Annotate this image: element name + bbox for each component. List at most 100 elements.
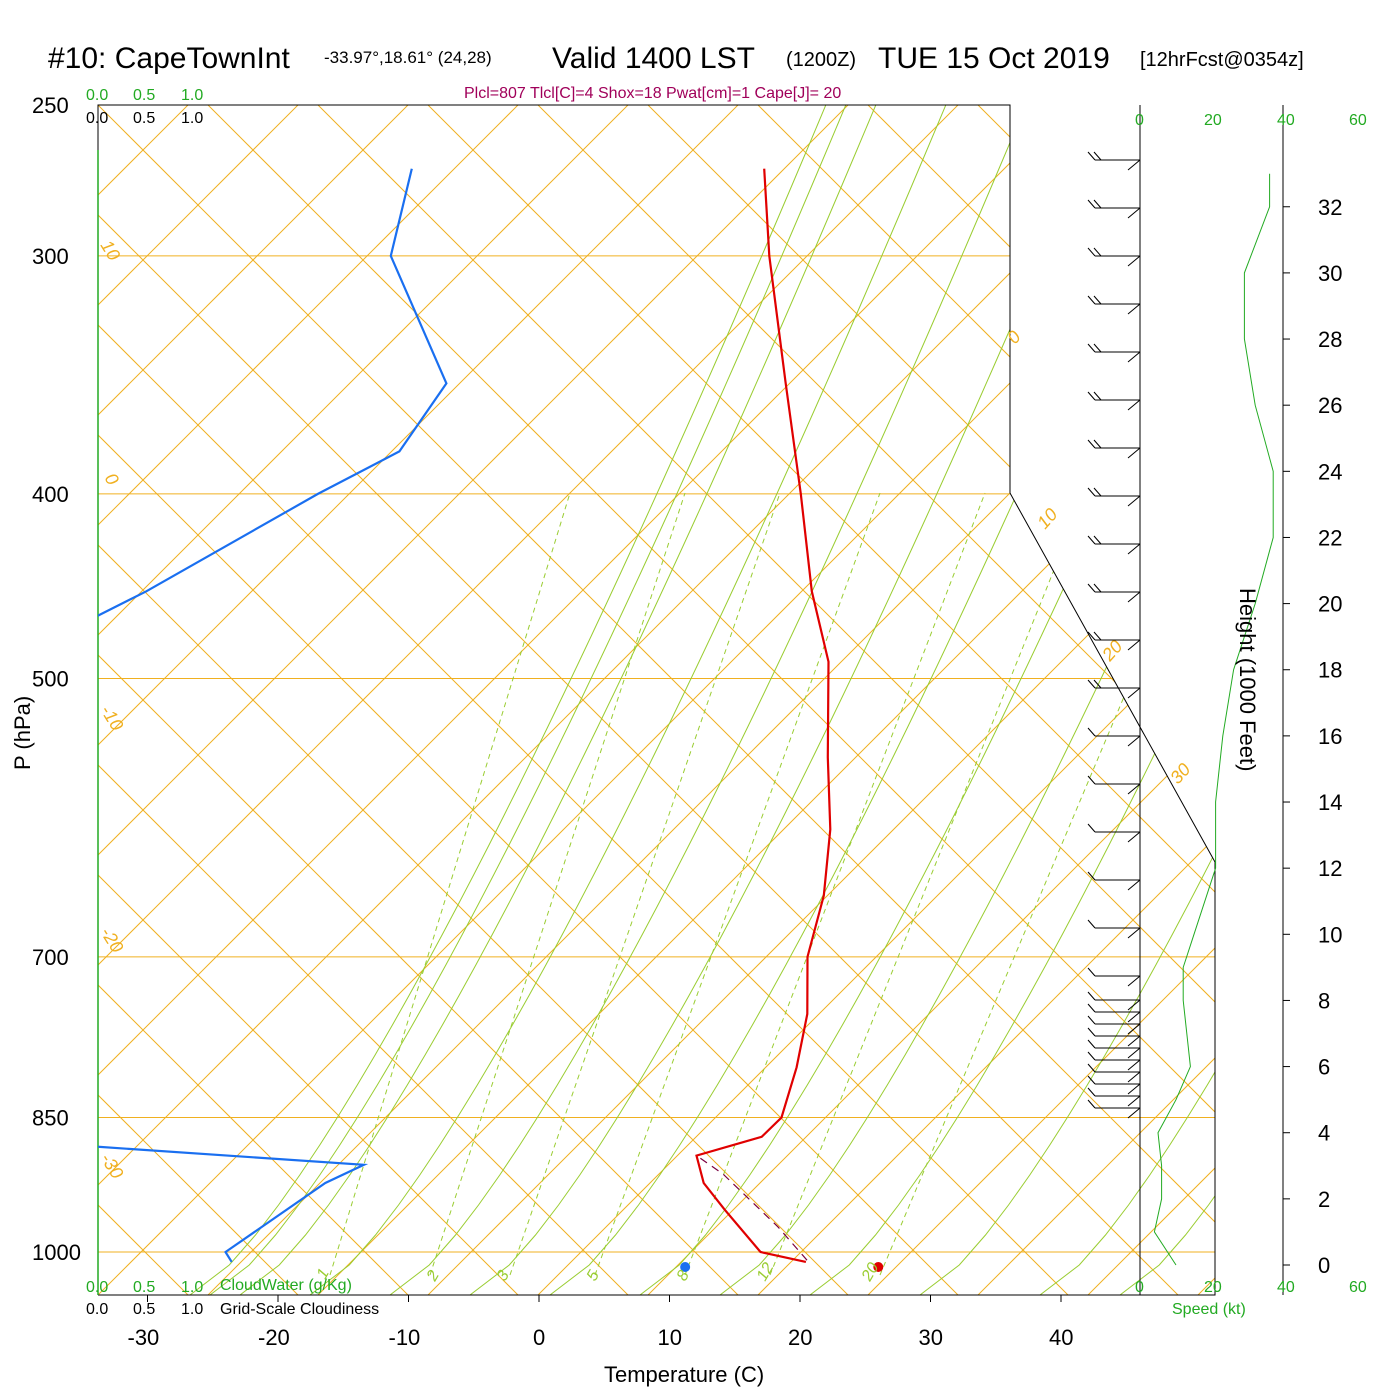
cw-scale-top-0: 0.0 xyxy=(86,87,108,104)
height-tick-label: 28 xyxy=(1318,327,1342,352)
temperature-tick-label: -20 xyxy=(258,1325,290,1350)
barb-staff xyxy=(1127,495,1141,507)
height-tick-label: 26 xyxy=(1318,393,1342,418)
height-tick-label: 20 xyxy=(1318,592,1342,617)
isotherm-line xyxy=(98,105,299,1295)
pressure-axis-label: P (hPa) xyxy=(10,696,35,770)
barb-staff xyxy=(1127,639,1141,651)
adiabat-line xyxy=(98,105,629,1295)
barb-staff xyxy=(1127,399,1141,411)
speed-tick-top-0: 0 xyxy=(1135,112,1144,129)
isotherm-label: -30 xyxy=(97,1150,128,1183)
barb-feather xyxy=(1087,1015,1096,1025)
mixing-ratio-label: 12 xyxy=(754,1260,778,1284)
temperature-tick-label: 30 xyxy=(919,1325,943,1350)
barb-staff xyxy=(1127,1035,1141,1047)
height-tick-label: 8 xyxy=(1318,988,1330,1013)
temperature-tick-label: 20 xyxy=(788,1325,812,1350)
plot-frame xyxy=(97,104,1216,1296)
station-title: #10: CapeTownInt xyxy=(48,42,290,75)
temperature-tick-label: -30 xyxy=(128,1325,160,1350)
wind-barb xyxy=(1087,1063,1141,1083)
station-coords: -33.97°,18.61° (24,28) xyxy=(324,48,492,67)
barb-feather xyxy=(1087,439,1096,449)
height-tick-label: 10 xyxy=(1318,922,1342,947)
cw-scale-bot-2: 1.0 xyxy=(181,1279,203,1296)
dewpoint-line xyxy=(98,168,448,1263)
cloud-scale-top-1: 0.5 xyxy=(133,110,155,127)
speed-label: Speed (kt) xyxy=(1172,1301,1246,1318)
cw-scale-bot-1: 0.5 xyxy=(133,1279,155,1296)
moist-adiabat xyxy=(919,105,1215,1295)
isotherm-line xyxy=(98,105,409,1295)
cloud-scale-top-2: 1.0 xyxy=(181,110,203,127)
speed-tick-top-2: 40 xyxy=(1277,112,1295,129)
wind-speed-profile xyxy=(1153,173,1274,1266)
cw-scale-bot-0: 0.0 xyxy=(86,1279,108,1296)
adiabat-line xyxy=(98,105,739,1295)
moist-adiabat xyxy=(209,105,851,1295)
height-tick-label: 32 xyxy=(1318,195,1342,220)
barb-feather xyxy=(1087,343,1096,353)
barb-feather xyxy=(1087,151,1096,161)
wind-barb xyxy=(1087,1099,1141,1119)
pressure-tick-label: 250 xyxy=(32,93,69,118)
isotherm-label: 0 xyxy=(1003,327,1025,348)
barb-feather xyxy=(1093,679,1102,689)
barb-feather xyxy=(1087,967,1096,977)
barb-feather xyxy=(1087,991,1096,1001)
mixing-ratio-line xyxy=(329,492,571,1276)
barb-feather xyxy=(1087,247,1096,257)
isotherm-line xyxy=(537,105,1215,1295)
forecast-label: [12hrFcst@0354z] xyxy=(1140,49,1304,71)
wind-barb xyxy=(1087,871,1141,891)
barb-staff xyxy=(1127,207,1141,219)
barb-staff xyxy=(1127,999,1141,1011)
height-tick-label: 16 xyxy=(1318,724,1342,749)
wind-barb xyxy=(1087,991,1141,1011)
pressure-tick-label: 1000 xyxy=(32,1240,81,1265)
isotherm-line xyxy=(647,105,1215,1295)
barb-staff xyxy=(1127,783,1141,795)
adiabat-line xyxy=(98,105,959,1295)
wind-barb xyxy=(1087,679,1141,699)
temperature-tick-label: -10 xyxy=(389,1325,421,1350)
adiabat-line xyxy=(427,105,1215,1295)
barb-feather xyxy=(1087,1039,1096,1049)
barb-staff xyxy=(1127,447,1141,459)
isotherm-label: 10 xyxy=(97,237,125,265)
wind-barb xyxy=(1087,151,1141,171)
wind-barb xyxy=(1087,1051,1141,1071)
wind-barb xyxy=(1087,823,1141,843)
barb-staff xyxy=(1127,255,1141,267)
moist-adiabat xyxy=(549,105,1191,1295)
barb-feather xyxy=(1087,1003,1096,1013)
date-label: TUE 15 Oct 2019 xyxy=(878,42,1110,75)
barb-feather xyxy=(1087,487,1096,497)
barb-staff xyxy=(1127,543,1141,555)
wind-barb xyxy=(1087,295,1141,315)
pressure-tick-label: 500 xyxy=(32,667,69,692)
height-tick-label: 12 xyxy=(1318,856,1342,881)
wind-barb xyxy=(1087,1015,1141,1035)
barb-feather xyxy=(1087,631,1096,641)
temperature-tick-label: 40 xyxy=(1049,1325,1073,1350)
wind-barb xyxy=(1087,439,1141,459)
barb-staff xyxy=(1127,927,1141,939)
moist-adiabat xyxy=(1039,105,1215,1295)
cw-scale-top-2: 1.0 xyxy=(181,87,203,104)
barb-feather xyxy=(1093,247,1102,257)
barb-staff xyxy=(1127,735,1141,747)
adiabat-line xyxy=(98,105,409,1295)
pressure-tick-label: 300 xyxy=(32,244,69,269)
mixing-ratio-line xyxy=(429,492,686,1276)
speed-tick-bot-2: 40 xyxy=(1277,1279,1295,1296)
mixing-ratio-line xyxy=(594,492,881,1276)
barb-feather xyxy=(1093,631,1102,641)
height-tick-label: 6 xyxy=(1318,1055,1330,1080)
pressure-tick-label: 400 xyxy=(32,482,69,507)
wind-barb xyxy=(1087,727,1141,747)
barb-feather xyxy=(1087,679,1096,689)
temperature-axis-label: Temperature (C) xyxy=(604,1362,764,1387)
wind-barb xyxy=(1087,1003,1141,1023)
